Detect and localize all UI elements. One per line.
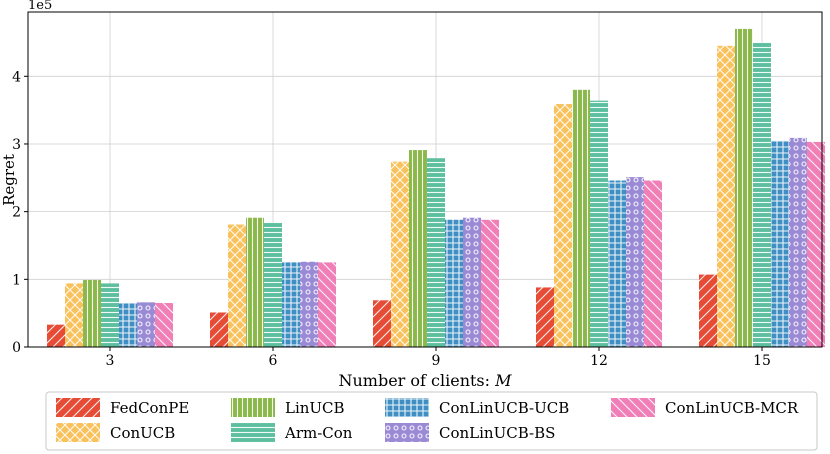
x-tick-label: 3 bbox=[106, 353, 115, 369]
y-multiplier-label: 1e5 bbox=[28, 0, 52, 13]
legend-swatch-conucb bbox=[56, 423, 100, 442]
legend-label-conlinucb-bs: ConLinUCB-BS bbox=[439, 424, 555, 442]
bar-conucb-9 bbox=[391, 161, 409, 347]
legend-label-conucb: ConUCB bbox=[110, 424, 175, 442]
legend-swatch-fedconpe bbox=[56, 398, 100, 417]
bar-conlinucb-mcr-15 bbox=[807, 141, 825, 347]
bar-fedconpe-15 bbox=[699, 274, 717, 347]
bar-conlinucb-mcr-6 bbox=[318, 262, 336, 347]
bar-fedconpe-3 bbox=[47, 324, 65, 347]
y-axis-label: Regret bbox=[0, 154, 18, 206]
bar-linucb-12 bbox=[572, 89, 590, 348]
bar-arm-con-3 bbox=[101, 283, 119, 347]
bar-arm-con-6 bbox=[264, 222, 282, 347]
bar-arm-con-15 bbox=[753, 42, 771, 348]
y-tick-label: 4 bbox=[12, 69, 21, 85]
bar-conucb-15 bbox=[717, 45, 735, 348]
y-tick-label: 3 bbox=[12, 137, 21, 153]
legend-swatch-conlinucb-bs bbox=[385, 423, 429, 442]
legend: FedConPE ConUCB LinUCB Arm-Con ConLinUCB-UCB… bbox=[45, 391, 818, 451]
legend-label-conlinucb-ucb: ConLinUCB-UCB bbox=[439, 399, 569, 417]
x-tick-label: 6 bbox=[269, 353, 278, 369]
bar-linucb-9 bbox=[409, 150, 427, 347]
legend-label-conlinucb-mcr: ConLinUCB-MCR bbox=[665, 399, 799, 417]
bar-conlinucb-ucb-6 bbox=[282, 262, 300, 347]
legend-swatch-arm-con bbox=[231, 423, 275, 442]
bar-conlinucb-bs-6 bbox=[300, 261, 318, 347]
bar-arm-con-9 bbox=[427, 158, 445, 347]
legend-label-fedconpe: FedConPE bbox=[110, 399, 189, 417]
bar-conlinucb-ucb-3 bbox=[119, 303, 137, 347]
bars bbox=[47, 28, 825, 348]
x-tick-label: 15 bbox=[753, 353, 771, 369]
bar-conlinucb-bs-9 bbox=[463, 217, 481, 347]
bar-fedconpe-12 bbox=[536, 287, 554, 347]
bar-conlinucb-bs-3 bbox=[137, 302, 155, 347]
bar-conlinucb-ucb-15 bbox=[771, 140, 789, 347]
x-axis-label: Number of clients: M bbox=[338, 371, 512, 390]
bar-conlinucb-mcr-9 bbox=[481, 219, 499, 347]
bar-conucb-12 bbox=[554, 104, 572, 347]
bar-conucb-3 bbox=[65, 283, 83, 347]
plot-frame bbox=[27, 11, 823, 348]
bar-arm-con-12 bbox=[590, 100, 608, 348]
legend-label-linucb: LinUCB bbox=[285, 399, 345, 417]
bar-linucb-15 bbox=[735, 28, 753, 348]
bar-conlinucb-ucb-12 bbox=[608, 180, 626, 347]
bar-linucb-3 bbox=[83, 280, 101, 347]
bar-conlinucb-bs-15 bbox=[789, 137, 807, 347]
bar-fedconpe-9 bbox=[373, 300, 391, 347]
bar-linucb-6 bbox=[246, 217, 264, 347]
y-tick-label: 2 bbox=[12, 205, 21, 221]
bar-conlinucb-mcr-3 bbox=[155, 303, 173, 347]
x-tick-label: 12 bbox=[590, 353, 608, 369]
bar-conucb-6 bbox=[228, 224, 246, 347]
bar-fedconpe-6 bbox=[210, 312, 228, 347]
bar-conlinucb-mcr-12 bbox=[644, 180, 662, 347]
bar-conlinucb-ucb-9 bbox=[445, 219, 463, 347]
legend-swatch-conlinucb-mcr bbox=[611, 398, 655, 417]
y-tick-label: 0 bbox=[12, 340, 21, 356]
bar-conlinucb-bs-12 bbox=[626, 177, 644, 347]
x-tick-label: 9 bbox=[432, 353, 441, 369]
y-tick-label: 1 bbox=[12, 272, 21, 288]
legend-label-arm-con: Arm-Con bbox=[284, 424, 353, 442]
legend-swatch-conlinucb-ucb bbox=[385, 398, 429, 417]
legend-swatch-linucb bbox=[231, 398, 275, 417]
